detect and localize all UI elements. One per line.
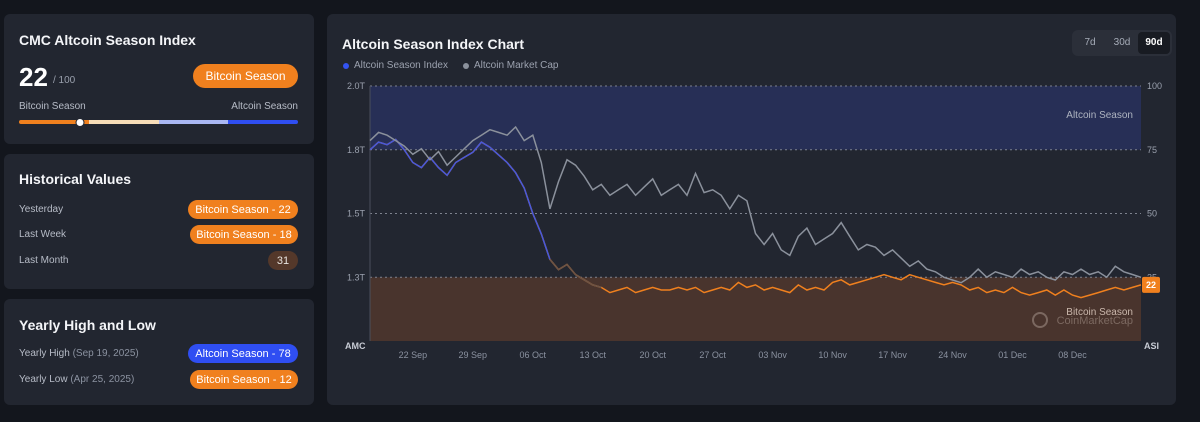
yearly-low-text: Yearly Low (19, 374, 68, 385)
yearly-low-date: (Apr 25, 2025) (70, 374, 135, 385)
current-value-text: 22 (1146, 280, 1156, 290)
right-axis-tick-label: 100 (1147, 81, 1162, 91)
meter-light-segment (158, 120, 229, 124)
meter-altcoin-segment (228, 120, 298, 124)
legend-market-cap-dot (463, 62, 469, 69)
range-7d-button[interactable]: 7d (1084, 37, 1096, 48)
meter-neutral-segment (88, 120, 159, 124)
left-axis-name: AMC (345, 341, 366, 351)
altcoin-season-index-line-blue-segment (369, 138, 551, 260)
left-axis-tick-label: 2.0T (347, 81, 366, 91)
index-card-title: CMC Altcoin Season Index (19, 32, 196, 48)
x-axis-tick-label: 24 Nov (938, 350, 967, 360)
x-axis-tick-label: 20 Oct (639, 350, 666, 360)
left-axis-labels: 2.0T 1.8T 1.5T 1.3T (347, 81, 366, 282)
yearly-high-low-card: Yearly High and Low Yearly High (Sep 19,… (4, 299, 314, 405)
left-axis-tick-label: 1.5T (347, 209, 366, 219)
coinmarketcap-logo-icon (1032, 312, 1048, 328)
index-chart-card: Altcoin Season Index Chart 7d 30d 90d Al… (327, 14, 1176, 405)
altcoin-season-index-line-mid-segment (549, 258, 602, 289)
yearly-high-date: (Sep 19, 2025) (72, 348, 139, 359)
left-axis-tick-label: 1.8T (347, 145, 366, 155)
yesterday-value-badge: Bitcoin Season - 22 (188, 200, 298, 219)
legend-index-label: Altcoin Season Index (354, 60, 448, 71)
altcoin-season-label: Altcoin Season (231, 101, 298, 112)
legend-index-dot (343, 62, 349, 69)
season-meter (19, 120, 298, 124)
legend-market-cap[interactable]: Altcoin Market Cap (463, 60, 558, 71)
current-value-badge (1142, 276, 1160, 293)
watermark: CoinMarketCap (1032, 312, 1133, 328)
x-axis-tick-label: 13 Oct (579, 350, 606, 360)
altcoin-season-zone (370, 86, 1141, 150)
x-axis-tick-label: 10 Nov (818, 350, 847, 360)
bitcoin-season-label: Bitcoin Season (19, 101, 86, 112)
index-score: 22 (19, 62, 48, 92)
x-axis-tick-label: 08 Dec (1058, 350, 1087, 360)
index-score-max: / 100 (53, 75, 76, 86)
watermark-text: CoinMarketCap (1057, 315, 1133, 327)
bitcoin-zone-label: Bitcoin Season (1066, 307, 1133, 318)
right-axis-name: ASI (1144, 341, 1159, 351)
range-90d-button[interactable]: 90d (1138, 32, 1170, 54)
yearly-high-badge: Altcoin Season - 78 (188, 344, 298, 363)
x-axis-tick-label: 27 Oct (699, 350, 726, 360)
legend-market-cap-label: Altcoin Market Cap (474, 60, 559, 71)
legend-altcoin-index[interactable]: Altcoin Season Index (343, 60, 448, 71)
x-axis-tick-label: 29 Sep (459, 350, 488, 360)
x-axis-tick-label: 22 Sep (399, 350, 428, 360)
last-week-value-badge: Bitcoin Season - 18 (190, 225, 298, 244)
last-month-label: Last Month (19, 255, 69, 266)
yearly-high-label: Yearly High (Sep 19, 2025) (19, 348, 139, 359)
bitcoin-season-zone (370, 277, 1141, 341)
x-axis-tick-label: 03 Nov (758, 350, 787, 360)
x-axis-tick-label: 17 Nov (878, 350, 907, 360)
chart-title: Altcoin Season Index Chart (342, 36, 525, 52)
altcoin-season-index-line (369, 138, 1142, 299)
range-selector: 7d 30d 90d (1072, 30, 1172, 56)
historical-title: Historical Values (19, 171, 132, 187)
left-axis-tick-label: 1.3T (347, 272, 366, 282)
meter-bitcoin-segment (19, 120, 89, 124)
x-axis-tick-label: 01 Dec (998, 350, 1027, 360)
last-week-label: Last Week (19, 229, 67, 240)
altcoin-market-cap-line (369, 125, 1142, 284)
yearly-title: Yearly High and Low (19, 317, 156, 333)
season-badge: Bitcoin Season (193, 64, 298, 88)
yearly-low-badge: Bitcoin Season - 12 (190, 370, 298, 389)
x-axis-tick-label: 06 Oct (520, 350, 547, 360)
yesterday-label: Yesterday (19, 204, 64, 215)
x-axis-labels: 22 Sep 29 Sep 06 Oct 13 Oct 20 Oct 27 Oct 03 N… (399, 350, 1088, 360)
altcoin-zone-label: Altcoin Season (1066, 110, 1133, 121)
yearly-high-text: Yearly High (19, 348, 70, 359)
gridlines (370, 85, 1141, 278)
range-30d-button[interactable]: 30d (1113, 37, 1131, 48)
right-axis-tick-label: 50 (1147, 209, 1157, 219)
right-axis-labels: 100755025 (1147, 81, 1162, 282)
right-axis-tick-label: 75 (1147, 145, 1157, 155)
last-month-value-badge: 31 (268, 251, 298, 270)
meter-indicator-knob (75, 118, 85, 127)
altcoin-index-card: CMC Altcoin Season Index 22 / 100 Bitcoi… (4, 14, 314, 144)
historical-values-card: Historical Values Yesterday Bitcoin Seas… (4, 154, 314, 289)
yearly-low-label: Yearly Low (Apr 25, 2025) (19, 374, 134, 385)
